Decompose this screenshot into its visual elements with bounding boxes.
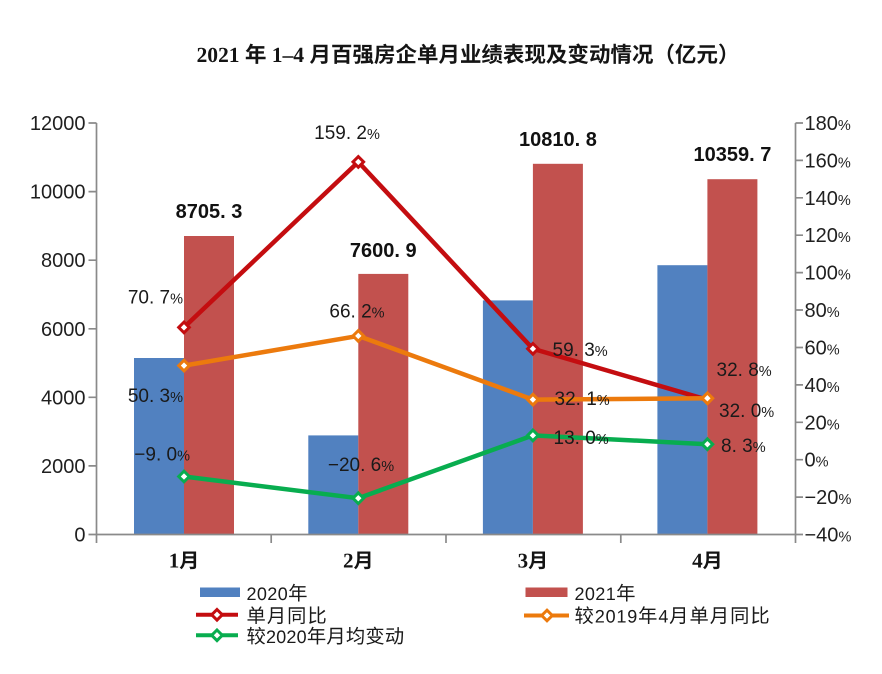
svg-text:20%: 20%: [805, 412, 840, 434]
svg-text:70. 7%: 70. 7%: [128, 288, 183, 309]
svg-text:−20. 6%: −20. 6%: [328, 455, 394, 476]
svg-text:32. 8%: 32. 8%: [717, 360, 772, 381]
svg-text:10000: 10000: [30, 182, 86, 204]
svg-text:100%: 100%: [805, 263, 851, 285]
svg-text:7600. 9: 7600. 9: [350, 240, 417, 262]
svg-text:80%: 80%: [805, 300, 840, 322]
svg-text:8000: 8000: [41, 250, 86, 272]
svg-text:120%: 120%: [805, 225, 851, 247]
svg-text:−20%: −20%: [805, 487, 852, 509]
svg-text:12000: 12000: [30, 113, 86, 135]
svg-text:32. 0%: 32. 0%: [719, 401, 774, 422]
svg-text:140%: 140%: [805, 188, 851, 210]
svg-text:10359. 7: 10359. 7: [693, 144, 771, 166]
svg-text:8705. 3: 8705. 3: [176, 201, 243, 223]
svg-text:66. 2%: 66. 2%: [329, 302, 384, 323]
svg-text:180%: 180%: [805, 113, 851, 135]
svg-text:60%: 60%: [805, 337, 840, 359]
svg-text:59. 3%: 59. 3%: [553, 340, 608, 361]
svg-text:32. 1%: 32. 1%: [555, 389, 610, 410]
svg-text:−40%: −40%: [805, 525, 852, 547]
svg-text:159. 2%: 159. 2%: [314, 123, 380, 144]
svg-text:10810. 8: 10810. 8: [519, 129, 597, 151]
svg-text:4000: 4000: [41, 387, 86, 409]
svg-text:50. 3%: 50. 3%: [128, 386, 183, 407]
svg-text:0%: 0%: [805, 450, 829, 472]
svg-text:2000: 2000: [41, 456, 86, 478]
svg-text:40%: 40%: [805, 375, 840, 397]
svg-text:13. 0%: 13. 0%: [554, 428, 609, 449]
svg-text:0: 0: [74, 525, 85, 547]
svg-text:160%: 160%: [805, 150, 851, 172]
svg-text:8. 3%: 8. 3%: [721, 436, 766, 457]
svg-text:−9. 0%: −9. 0%: [134, 445, 190, 466]
svg-text:6000: 6000: [41, 319, 86, 341]
